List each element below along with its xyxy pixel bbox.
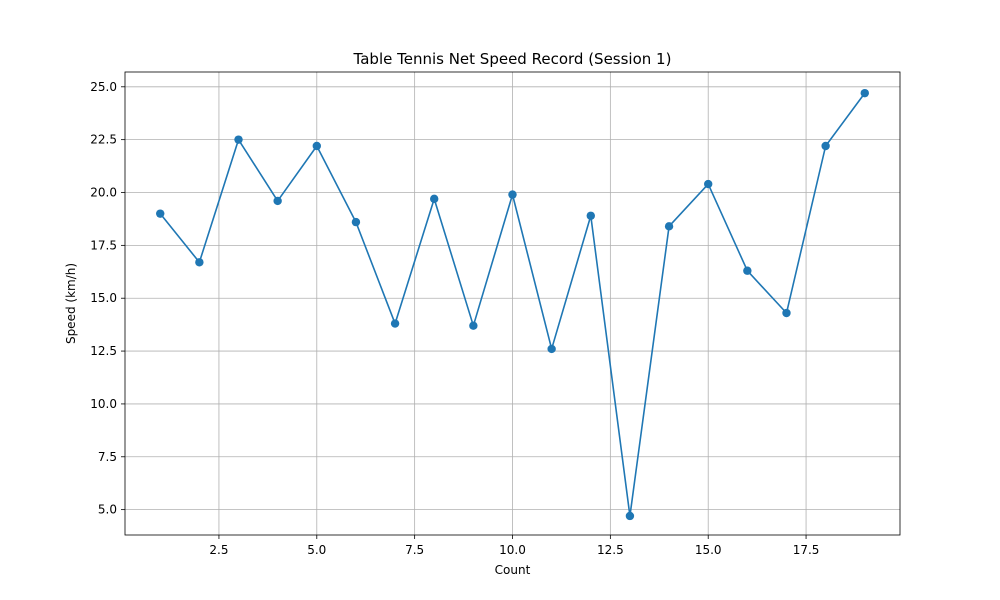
data-point — [586, 211, 595, 220]
data-point — [860, 88, 869, 98]
data-point — [664, 222, 674, 231]
x-tick-label: 12.5 — [597, 543, 624, 557]
data-point — [430, 194, 439, 204]
data-point — [743, 266, 752, 275]
x-axis-label: Count — [495, 563, 531, 577]
y-tick-label: 5.0 — [98, 503, 117, 517]
chart-title: Table Tennis Net Speed Record (Session 1… — [353, 50, 672, 68]
data-point — [547, 344, 556, 354]
data-point — [195, 258, 204, 267]
x-tick-label: 2.5 — [209, 543, 228, 557]
data-point — [312, 141, 321, 151]
data-point — [273, 196, 282, 206]
y-tick-label: 10.0 — [90, 397, 117, 411]
y-tick-label: 22.5 — [90, 133, 117, 147]
y-axis-label: Speed (km/h) — [64, 263, 78, 344]
axis-ticks: 2.5 5.0 7.5 10.0 12.5 15.0 17.5 5.0 7.5 10.0 12.5 1… — [90, 80, 819, 557]
x-tick-label: 17.5 — [793, 543, 820, 557]
data-point — [625, 511, 635, 521]
y-tick-label: 25.0 — [90, 80, 117, 94]
x-tick-label: 10.0 — [499, 543, 526, 557]
x-tick-label: 15.0 — [695, 543, 722, 557]
x-tick-label: 7.5 — [405, 543, 424, 557]
y-tick-label: 15.0 — [90, 291, 117, 305]
data-point — [821, 141, 830, 151]
data-point — [469, 321, 478, 330]
y-tick-label: 17.5 — [90, 238, 117, 252]
data-point — [351, 217, 361, 227]
y-tick-label: 7.5 — [98, 450, 117, 464]
y-tick-label: 12.5 — [90, 344, 117, 358]
y-tick-label: 20.0 — [90, 186, 117, 200]
data-point — [508, 190, 517, 199]
data-point — [782, 308, 791, 318]
data-point — [390, 319, 400, 328]
data-point — [704, 179, 713, 189]
data-point — [234, 135, 243, 144]
x-tick-label: 5.0 — [307, 543, 326, 557]
data-point — [156, 209, 165, 218]
data-series — [156, 88, 869, 521]
